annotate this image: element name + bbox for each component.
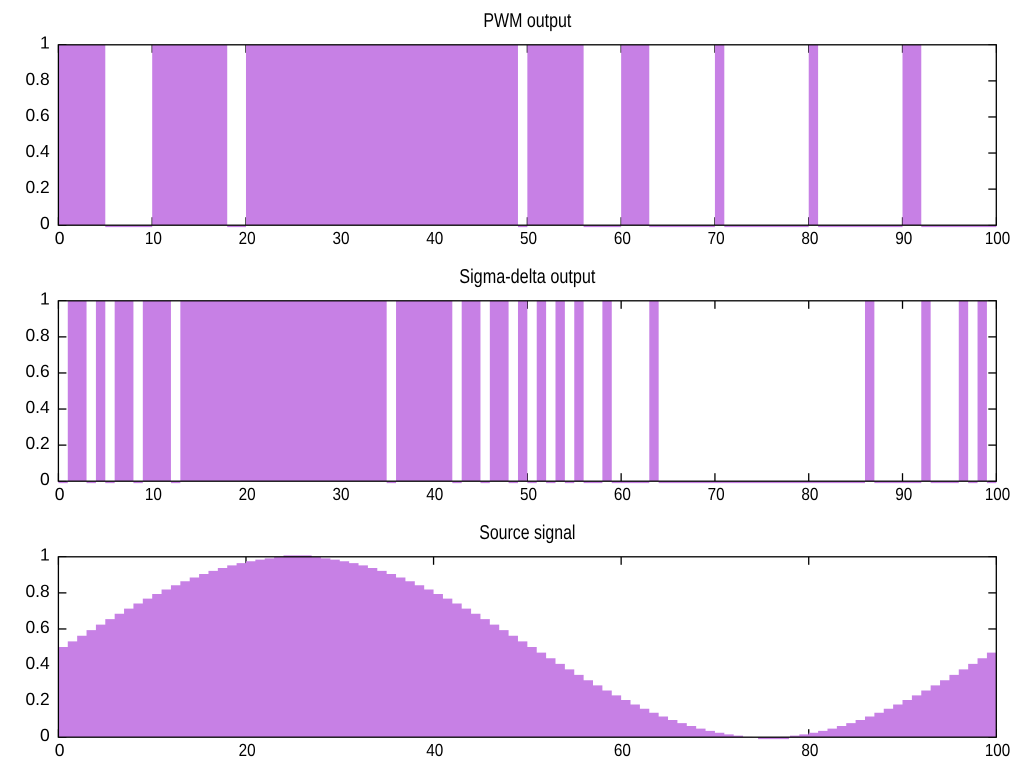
svg-text:Sigma-delta output: Sigma-delta output <box>459 266 596 288</box>
svg-text:10: 10 <box>145 484 162 504</box>
svg-text:100: 100 <box>985 484 1011 504</box>
svg-text:50: 50 <box>520 484 537 504</box>
svg-text:0.2: 0.2 <box>26 689 50 709</box>
svg-text:0: 0 <box>55 484 65 504</box>
svg-text:20: 20 <box>239 484 256 504</box>
svg-text:0.8: 0.8 <box>26 325 50 345</box>
svg-text:30: 30 <box>332 484 349 504</box>
svg-text:0.4: 0.4 <box>26 397 50 417</box>
svg-text:0.2: 0.2 <box>26 177 50 197</box>
svg-text:1: 1 <box>40 545 50 565</box>
svg-text:60: 60 <box>614 740 631 760</box>
svg-text:Source signal: Source signal <box>479 522 575 544</box>
svg-text:1: 1 <box>40 33 50 53</box>
svg-text:1: 1 <box>40 289 50 309</box>
svg-text:30: 30 <box>332 228 349 248</box>
svg-text:80: 80 <box>801 740 818 760</box>
svg-text:80: 80 <box>801 228 818 248</box>
svg-text:70: 70 <box>708 484 725 504</box>
svg-text:40: 40 <box>426 740 443 760</box>
svg-text:40: 40 <box>426 228 443 248</box>
svg-text:50: 50 <box>520 228 537 248</box>
svg-text:0.8: 0.8 <box>26 69 50 89</box>
svg-text:PWM output: PWM output <box>483 10 571 32</box>
svg-text:100: 100 <box>985 740 1011 760</box>
svg-text:0.6: 0.6 <box>26 361 50 381</box>
svg-text:0: 0 <box>40 725 50 745</box>
svg-text:0: 0 <box>40 213 50 233</box>
svg-text:0: 0 <box>55 740 65 760</box>
svg-text:0.2: 0.2 <box>26 433 50 453</box>
svg-text:0.4: 0.4 <box>26 141 50 161</box>
svg-text:0.8: 0.8 <box>26 581 50 601</box>
svg-text:0.4: 0.4 <box>26 653 50 673</box>
svg-text:0: 0 <box>55 228 65 248</box>
svg-text:70: 70 <box>708 228 725 248</box>
svg-text:90: 90 <box>895 228 912 248</box>
svg-text:20: 20 <box>239 228 256 248</box>
svg-text:60: 60 <box>614 228 631 248</box>
svg-text:40: 40 <box>426 484 443 504</box>
svg-text:20: 20 <box>239 740 256 760</box>
svg-text:80: 80 <box>801 484 818 504</box>
svg-text:90: 90 <box>895 484 912 504</box>
svg-text:60: 60 <box>614 484 631 504</box>
svg-text:10: 10 <box>145 228 162 248</box>
svg-text:100: 100 <box>985 228 1011 248</box>
svg-text:0.6: 0.6 <box>26 617 50 637</box>
svg-text:0: 0 <box>40 469 50 489</box>
svg-text:0.6: 0.6 <box>26 105 50 125</box>
